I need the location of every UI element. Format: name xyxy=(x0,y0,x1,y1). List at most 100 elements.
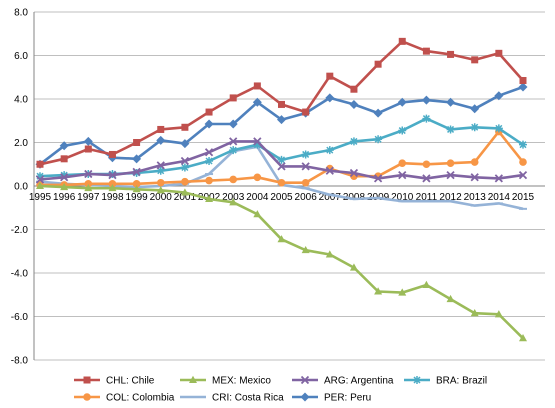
x-tick-label: 1998 xyxy=(101,192,124,203)
legend-label-cri: CRI: Costa Rica xyxy=(212,393,284,404)
legend-label-arg: ARG: Argentina xyxy=(324,376,394,387)
data-point-per xyxy=(156,135,166,145)
data-point-arg xyxy=(301,162,310,171)
y-tick-label: 0.0 xyxy=(14,182,28,193)
data-point-bra xyxy=(374,135,383,144)
y-tick-label: 2.0 xyxy=(14,138,28,149)
data-point-mex xyxy=(36,181,44,189)
legend-label-bra: BRA: Brazil xyxy=(436,376,487,387)
data-point-col xyxy=(277,178,286,187)
data-point-per xyxy=(518,82,528,92)
data-point-arg xyxy=(84,169,93,179)
data-point-mex xyxy=(108,183,117,192)
data-point-arg xyxy=(180,156,190,166)
legend-marker-col xyxy=(83,393,91,401)
data-point-per xyxy=(59,141,69,151)
data-point-per xyxy=(83,136,93,146)
data-point-bra xyxy=(470,123,479,132)
data-point-col xyxy=(301,178,310,187)
x-tick-label: 2014 xyxy=(488,192,511,203)
data-point-mex xyxy=(398,288,407,296)
x-tick-label: 2008 xyxy=(343,192,366,203)
x-tick-label: 2001 xyxy=(174,192,197,203)
data-point-mex xyxy=(446,294,455,303)
data-point-mex xyxy=(60,182,69,191)
data-point-mex xyxy=(470,309,479,317)
x-tick-label: 1996 xyxy=(53,192,76,203)
data-point-col xyxy=(253,173,262,182)
data-point-col xyxy=(132,180,141,188)
data-point-mex xyxy=(156,186,165,194)
data-point-bra xyxy=(277,155,286,164)
series-line-mex xyxy=(39,184,524,340)
data-point-chl xyxy=(350,85,358,93)
data-point-arg xyxy=(132,167,141,176)
data-point-chl xyxy=(133,139,141,146)
data-point-bra xyxy=(519,140,527,149)
data-point-chl xyxy=(302,108,310,116)
legend-label-chl: CHL: Chile xyxy=(106,376,155,387)
legend-label-col: COL: Colombia xyxy=(106,393,175,404)
data-point-mex xyxy=(180,188,189,196)
x-tick-label: 2006 xyxy=(295,192,318,203)
x-tick-label: 1999 xyxy=(125,192,148,203)
x-tick-label: 2010 xyxy=(391,192,414,203)
data-point-col xyxy=(519,158,527,166)
data-point-bra xyxy=(36,172,44,181)
data-point-mex xyxy=(519,334,527,342)
data-point-bra xyxy=(325,146,334,155)
data-point-mex xyxy=(84,183,93,192)
data-point-arg xyxy=(156,161,165,170)
data-point-mex xyxy=(205,194,214,203)
data-point-chl xyxy=(36,160,44,168)
data-point-arg xyxy=(325,166,334,175)
data-point-col xyxy=(156,178,165,187)
x-tick-label: 1997 xyxy=(77,192,100,203)
x-tick-label: 2005 xyxy=(270,192,293,203)
y-tick-label: 4.0 xyxy=(14,95,28,106)
data-point-chl xyxy=(495,49,503,57)
data-point-bra xyxy=(494,124,503,133)
data-point-arg xyxy=(60,173,69,182)
data-point-col xyxy=(181,177,189,186)
data-point-mex xyxy=(494,310,503,318)
data-point-per xyxy=(349,99,359,109)
data-point-arg xyxy=(518,170,528,180)
y-tick-label: -4.0 xyxy=(11,269,29,280)
data-point-chl xyxy=(374,60,382,68)
data-point-col xyxy=(108,180,117,188)
data-point-mex xyxy=(374,287,383,295)
legend-marker-arg xyxy=(300,375,310,385)
legend-marker-per xyxy=(300,392,310,402)
x-tick-label: 2013 xyxy=(464,192,487,203)
data-point-col xyxy=(205,176,213,185)
data-point-mex xyxy=(349,263,358,271)
data-point-mex xyxy=(132,185,141,193)
data-point-bra xyxy=(253,140,262,149)
data-point-chl xyxy=(205,108,213,116)
data-point-arg xyxy=(229,137,238,146)
data-point-mex xyxy=(229,198,238,206)
data-point-per xyxy=(180,139,190,149)
data-point-arg xyxy=(108,170,117,180)
data-point-chl xyxy=(326,72,334,80)
x-tick-label: 2004 xyxy=(246,192,269,203)
data-point-per xyxy=(373,108,383,118)
data-point-bra xyxy=(422,114,431,123)
data-point-bra xyxy=(301,150,310,159)
data-point-chl xyxy=(422,47,430,55)
data-point-mex xyxy=(422,280,431,288)
data-point-per xyxy=(204,119,214,129)
data-point-per xyxy=(277,115,286,125)
x-tick-label: 2015 xyxy=(512,192,535,203)
data-point-per xyxy=(421,95,431,105)
data-point-bra xyxy=(446,125,455,134)
data-point-col xyxy=(229,175,237,184)
x-tick-label: 2000 xyxy=(150,192,173,203)
legend-marker-mex xyxy=(189,375,197,383)
x-tick-label: 1995 xyxy=(29,192,52,203)
data-point-arg xyxy=(373,174,383,183)
data-point-per xyxy=(470,104,480,114)
data-point-chl xyxy=(398,37,406,45)
